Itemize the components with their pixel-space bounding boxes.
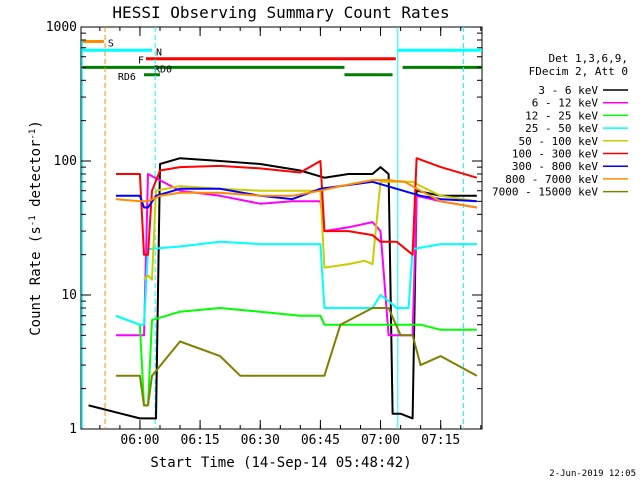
- y-tick-label: 1000: [46, 20, 77, 35]
- series-line: [115, 179, 477, 209]
- legend-label: 300 - 800 keV: [512, 160, 598, 173]
- state-bar-label: N: [156, 47, 162, 58]
- state-bar-label: F: [138, 56, 144, 67]
- state-bar-label: S: [108, 38, 114, 49]
- series-line: [115, 307, 478, 407]
- y-tick-label: 100: [54, 154, 77, 169]
- y-tick-label: 1: [69, 422, 77, 437]
- state-bar-label: RD0: [154, 64, 172, 75]
- series-line: [115, 180, 477, 209]
- series-line: [115, 307, 477, 407]
- legend-header: FDecim 2, Att 0: [529, 65, 628, 78]
- legend-label: 50 - 100 keV: [519, 135, 599, 148]
- x-axis-label: Start Time (14-Sep-14 05:48:42): [150, 455, 411, 471]
- y-tick-label: 10: [61, 288, 77, 303]
- series-line: [88, 157, 477, 420]
- x-tick-label: 06:45: [301, 433, 340, 448]
- chart-title: HESSI Observing Summary Count Rates: [112, 3, 449, 22]
- series-line: [115, 157, 478, 256]
- legend-label: 6 - 12 keV: [532, 97, 599, 110]
- y-axis-label: Count Rate (s-1 detector-1): [28, 120, 44, 336]
- legend-label: 7000 - 15000 keV: [492, 186, 598, 199]
- plot-frame: [80, 26, 483, 430]
- x-tick-label: 06:30: [241, 433, 280, 448]
- x-tick-label: 06:00: [120, 433, 159, 448]
- x-tick-label: 07:15: [421, 433, 460, 448]
- legend-label: 100 - 300 keV: [512, 148, 598, 161]
- x-tick-label: 06:15: [181, 433, 220, 448]
- y-axis: 1 10 100 1000: [46, 20, 482, 437]
- vertical-markers: [81, 27, 465, 429]
- legend-label: 800 - 7000 keV: [505, 173, 598, 186]
- legend-label: 3 - 6 keV: [538, 84, 598, 97]
- series-line: [115, 240, 477, 326]
- state-bars: S N F RD0 RD6: [81, 38, 482, 83]
- state-bar-label: RD6: [118, 72, 136, 83]
- series-line: [143, 180, 477, 281]
- legend-label: 25 - 50 keV: [525, 122, 598, 135]
- footer-date: 2-Jun-2019 12:05: [549, 469, 636, 479]
- x-tick-label: 07:00: [361, 433, 400, 448]
- x-axis: 06:00 06:15 06:30 06:45 07:00 07:15: [99, 27, 482, 448]
- legend-header: Det 1,3,6,9,: [549, 52, 628, 65]
- legend-label: 12 - 25 keV: [525, 109, 598, 122]
- series-lines: [88, 157, 478, 420]
